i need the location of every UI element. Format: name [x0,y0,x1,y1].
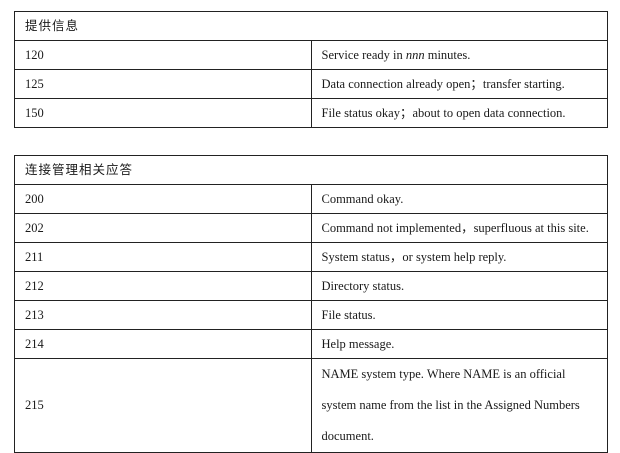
reply-description: File status. [310,300,608,330]
table-row: 214 Help message. [14,329,608,359]
reply-description: Service ready in nnn minutes. [310,40,608,70]
table-title: 提供信息 [14,11,608,41]
reply-code: 125 [14,69,312,99]
reply-description: File status okay；about to open data conn… [310,98,608,128]
reply-code: 202 [14,213,312,243]
table-header-row: 提供信息 [14,11,608,41]
table-row: 215 NAME system type. Where NAME is an o… [14,358,608,453]
table-row: 202 Command not implemented，superfluous … [14,213,608,243]
reply-description: Command not implemented，superfluous at t… [310,213,608,243]
table-row: 125 Data connection already open；transfe… [14,69,608,99]
table-row: 150 File status okay；about to open data … [14,98,608,128]
reply-code: 211 [14,242,312,272]
reply-description: System status，or system help reply. [310,242,608,272]
table-row: 212 Directory status. [14,271,608,301]
reply-description: Data connection already open；transfer st… [310,69,608,99]
reply-description: Command okay. [310,184,608,214]
reply-description: NAME system type. Where NAME is an offic… [310,358,608,453]
reply-code: 212 [14,271,312,301]
table-title: 连接管理相关应答 [14,155,608,185]
reply-code: 120 [14,40,312,70]
reply-code: 215 [14,358,312,453]
reply-description-part: Service ready in [321,47,406,62]
reply-description-emphasis: nnn [405,47,425,62]
reply-description-part: minutes. [424,47,471,62]
table-header-row: 连接管理相关应答 [14,155,608,185]
reply-code: 214 [14,329,312,359]
table-row: 120 Service ready in nnn minutes. [14,40,608,70]
reply-description: Directory status. [310,271,608,301]
reply-table-info: 提供信息 120 Service ready in nnn minutes. 1… [14,11,608,128]
reply-description: Help message. [310,329,608,359]
reply-code: 213 [14,300,312,330]
reply-code: 150 [14,98,312,128]
reply-table-connection: 连接管理相关应答 200 Command okay. 202 Command n… [14,155,608,453]
table-row: 211 System status，or system help reply. [14,242,608,272]
reply-code: 200 [14,184,312,214]
table-row: 200 Command okay. [14,184,608,214]
table-row: 213 File status. [14,300,608,330]
